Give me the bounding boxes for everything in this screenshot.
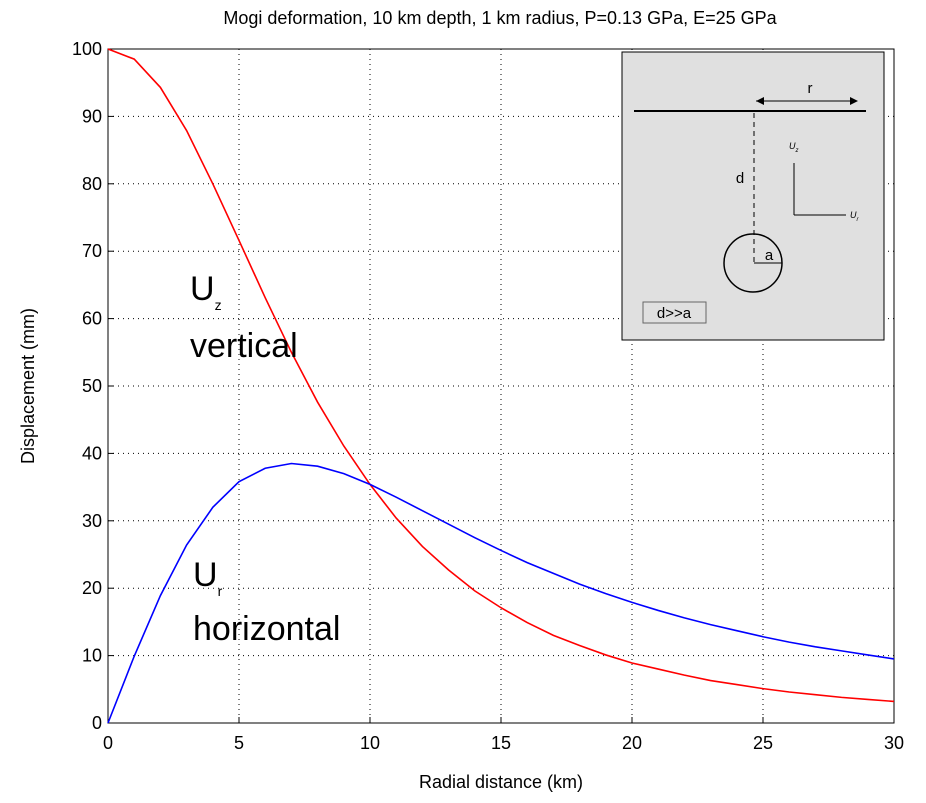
x-tick-label: 10 (360, 733, 380, 753)
series-line (107, 462, 895, 724)
r-label: r (808, 80, 813, 97)
y-tick-label: 80 (82, 174, 102, 194)
y-tick-label: 70 (82, 241, 102, 261)
y-tick-label: 50 (82, 376, 102, 396)
annotation-symbol: Uz (190, 270, 222, 313)
ur-sub: r (857, 217, 860, 223)
uz-label: Uz (789, 141, 799, 154)
annotation-text: horizontal (193, 610, 340, 648)
annotation-main: U (193, 556, 218, 594)
y-tick-label: 60 (82, 309, 102, 329)
annotation-text: vertical (190, 327, 298, 365)
x-axis-label: Radial distance (km) (419, 772, 583, 792)
note-box (642, 301, 707, 324)
uz-main: U (789, 141, 796, 151)
x-tick-label: 0 (103, 733, 113, 753)
x-tick-label: 15 (491, 733, 511, 753)
y-tick-label: 0 (92, 713, 102, 733)
plot-frame (107, 48, 895, 724)
a-label: a (765, 247, 774, 264)
inset: r d Uz Ur a d>>a (621, 51, 885, 341)
y-tick-label: 30 (82, 511, 102, 531)
y-tick-label: 40 (82, 443, 102, 463)
x-tick-label: 20 (622, 733, 642, 753)
inset-box (621, 51, 885, 341)
x-tick-label: 25 (753, 733, 773, 753)
y-tick-label: 90 (82, 106, 102, 126)
annotation-main: U (190, 270, 215, 308)
annotation-subscript: r (218, 583, 223, 599)
y-axis-label: Displacement (mm) (18, 308, 38, 464)
note: d>>a (657, 305, 692, 322)
x-tick-label: 30 (884, 733, 904, 753)
y-tick-label: 20 (82, 578, 102, 598)
y-tick-label: 10 (82, 646, 102, 666)
chart-title: Mogi deformation, 10 km depth, 1 km radi… (223, 8, 777, 28)
y-tick-label: 100 (72, 39, 102, 59)
uz-sub: z (795, 148, 799, 154)
x-tick-label: 5 (234, 733, 244, 753)
annotation-subscript: z (215, 297, 222, 313)
annotation-symbol: Ur (193, 556, 223, 599)
ur-label: Ur (850, 210, 860, 223)
ur-main: U (850, 210, 857, 220)
d-label: d (736, 170, 744, 187)
series-line (107, 48, 895, 703)
